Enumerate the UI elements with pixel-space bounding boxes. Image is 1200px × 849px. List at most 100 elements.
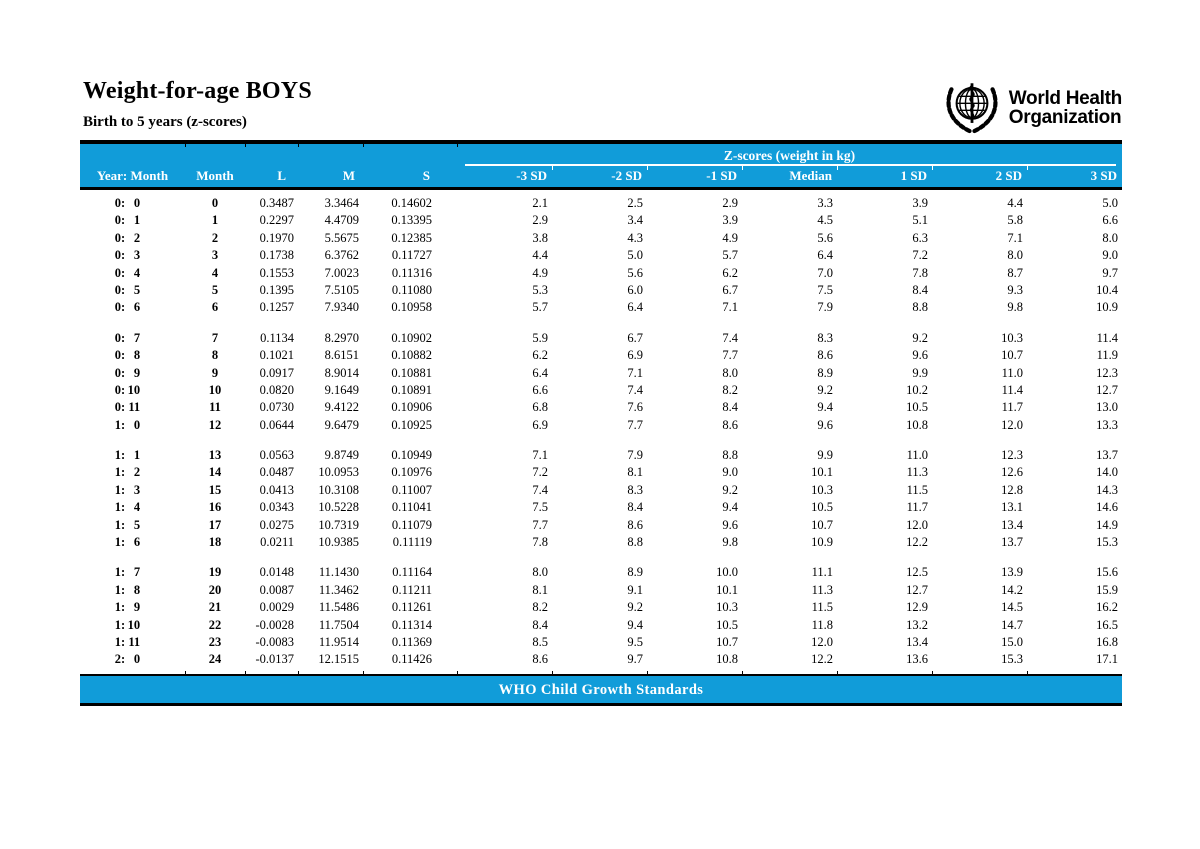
cell-year-month: 0:10: [114, 382, 141, 397]
cell-m: 10.3108: [318, 482, 359, 497]
cell-m: 8.6151: [324, 348, 359, 363]
cell-m: 5.5675: [324, 230, 359, 245]
table-row: 1:0 12 0.0644 9.6479 0.10925 6.9 7.7 8.6 9.6 10.8…: [80, 417, 1122, 434]
footer-bar: WHO Child Growth Standards: [80, 670, 1122, 706]
cell-sd-minus2: 7.9: [627, 448, 643, 463]
cell-sd-minus1: 8.4: [722, 400, 738, 415]
cell-sd-1: 12.9: [906, 600, 928, 615]
cell-sd-minus3: 6.9: [532, 417, 548, 432]
table-row: 1:9 21 0.0029 11.5486 0.11261 8.2 9.2 10.3 11.5 1…: [80, 599, 1122, 616]
cell-m: 6.3762: [324, 248, 359, 263]
cell-year-month: 2:0: [114, 652, 141, 667]
cell-month: 5: [211, 282, 219, 297]
cell-sd-minus2: 9.2: [627, 600, 643, 615]
cell-m: 9.6479: [324, 417, 359, 432]
cell-sd-minus3: 2.9: [532, 213, 548, 228]
cell-year-month: 0:2: [114, 230, 141, 245]
cell-sd-minus2: 6.4: [627, 300, 643, 315]
row-group: 1:7 19 0.0148 11.1430 0.11164 8.0 8.9 10.0 11.1 1…: [80, 564, 1122, 668]
cell-sd-minus3: 6.8: [532, 400, 548, 415]
cell-sd-1: 12.0: [906, 517, 928, 532]
cell-sd-minus1: 8.0: [722, 365, 738, 380]
who-logo: World Health Organization: [942, 80, 1122, 136]
column-header-m: M: [342, 168, 355, 183]
cell-sd-minus2: 9.7: [627, 652, 643, 667]
cell-year-month: 1:8: [114, 582, 141, 597]
page-title: Weight-for-age BOYS: [83, 78, 312, 104]
cell-sd-minus2: 6.0: [627, 282, 643, 297]
table-row: 0:3 3 0.1738 6.3762 0.11727 4.4 5.0 5.7 6.4 7.2 8.…: [80, 247, 1122, 264]
cell-sd-minus3: 5.7: [532, 300, 548, 315]
zscores-column-tick: [742, 164, 743, 170]
cell-l: 0.0917: [259, 365, 294, 380]
cell-sd-1: 13.6: [906, 652, 928, 667]
table-row: 1:6 18 0.0211 10.9385 0.11119 7.8 8.8 9.8 10.9 12…: [80, 534, 1122, 551]
cell-month: 3: [211, 248, 219, 263]
cell-m: 9.1649: [324, 382, 359, 397]
cell-sd-minus1: 9.0: [722, 465, 738, 480]
cell-sd-2: 13.7: [1001, 535, 1023, 550]
cell-s: 0.14602: [391, 196, 432, 210]
cell-s: 0.10881: [391, 365, 432, 380]
cell-s: 0.11080: [391, 282, 432, 297]
column-header-sd-minus2: -2 SD: [611, 168, 642, 183]
cell-sd-2: 7.1: [1007, 230, 1023, 245]
cell-m: 7.0023: [324, 265, 359, 280]
cell-month: 10: [208, 382, 222, 397]
cell-sd-minus2: 7.7: [627, 417, 643, 432]
cell-sd-3: 16.2: [1096, 600, 1118, 615]
cell-s: 0.10976: [391, 465, 432, 480]
cell-month: 22: [208, 617, 222, 632]
cell-sd-minus2: 5.6: [627, 265, 643, 280]
footer-column-tick: [457, 670, 458, 675]
zscores-group-row: Z-scores (weight in kg): [80, 144, 1122, 170]
cell-sd-3: 14.6: [1096, 500, 1118, 515]
cell-year-month: 0:3: [114, 248, 141, 263]
cell-sd-1: 9.2: [912, 330, 928, 345]
cell-sd-2: 15.3: [1001, 652, 1023, 667]
cell-m: 11.3462: [318, 582, 359, 597]
cell-year-month: 1:7: [114, 565, 141, 580]
cell-median: 12.0: [811, 634, 833, 649]
cell-sd-3: 10.9: [1096, 300, 1118, 315]
cell-sd-2: 13.4: [1001, 517, 1023, 532]
cell-year-month: 0:6: [114, 300, 141, 315]
table-header: Z-scores (weight in kg) Year: Month Month…: [80, 140, 1122, 190]
table-row: 1:2 14 0.0487 10.0953 0.10976 7.2 8.1 9.0 10.1 11…: [80, 464, 1122, 481]
cell-s: 0.11727: [391, 248, 432, 263]
cell-m: 10.0953: [318, 465, 359, 480]
table-row: 2:0 24 -0.0137 12.1515 0.11426 8.6 9.7 10.8 12.2…: [80, 651, 1122, 668]
column-header-sd-1: 1 SD: [900, 168, 927, 183]
cell-s: 0.11369: [391, 634, 432, 649]
footer-text: WHO Child Growth Standards: [498, 681, 704, 698]
cell-sd-2: 12.6: [1001, 465, 1023, 480]
footer-column-tick: [185, 670, 186, 675]
cell-sd-minus3: 8.2: [532, 600, 548, 615]
cell-s: 0.11164: [392, 565, 432, 580]
cell-month: 9: [211, 365, 219, 380]
table-row: 0:5 5 0.1395 7.5105 0.11080 5.3 6.0 6.7 7.5 8.4 9.…: [80, 282, 1122, 299]
column-header-row: Year: Month Month L M S -3 SD -2 SD -1 SD Median…: [80, 166, 1122, 187]
cell-month: 21: [208, 600, 222, 615]
cell-s: 0.11211: [392, 582, 432, 597]
cell-median: 4.5: [817, 213, 833, 228]
cell-l: -0.0028: [255, 617, 294, 632]
cell-s: 0.10925: [391, 417, 432, 432]
cell-year-month: 0:5: [114, 282, 141, 297]
cell-sd-minus3: 7.8: [532, 535, 548, 550]
cell-sd-3: 8.0: [1102, 230, 1118, 245]
cell-m: 9.8749: [324, 448, 359, 463]
cell-s: 0.11316: [391, 265, 432, 280]
cell-sd-minus3: 8.6: [532, 652, 548, 667]
cell-sd-minus1: 6.7: [722, 282, 738, 297]
cell-sd-minus1: 5.7: [722, 248, 738, 263]
cell-month: 7: [211, 330, 219, 345]
table-row: 0:10 10 0.0820 9.1649 0.10891 6.6 7.4 8.2 9.2 10.…: [80, 382, 1122, 399]
cell-sd-minus2: 2.5: [627, 196, 643, 210]
cell-median: 8.3: [817, 330, 833, 345]
table-row: 0:11 11 0.0730 9.4122 0.10906 6.8 7.6 8.4 9.4 10.…: [80, 399, 1122, 416]
cell-l: 0.0730: [259, 400, 294, 415]
cell-sd-2: 12.8: [1001, 482, 1023, 497]
cell-s: 0.11041: [391, 500, 432, 515]
